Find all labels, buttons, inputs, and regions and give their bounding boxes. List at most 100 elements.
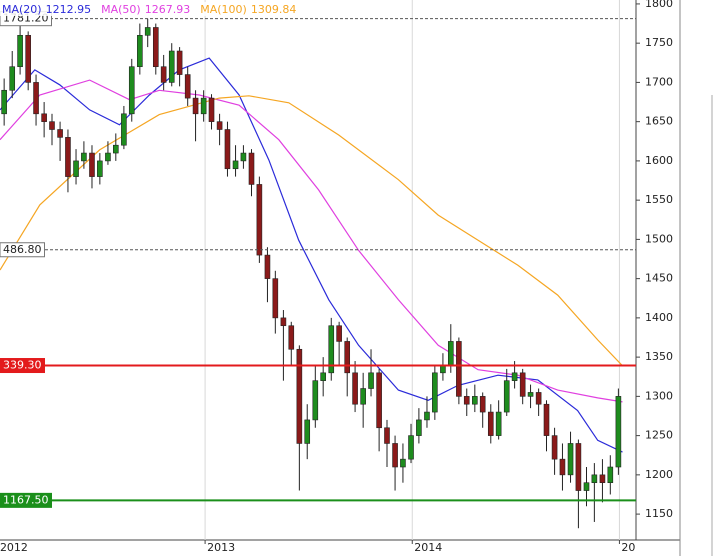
candle-body [184,74,191,99]
y-tick-label: 1200 [645,468,673,481]
legend-name: MA(20) [2,3,42,16]
y-tick-label: 1800 [645,0,673,10]
candle-body [216,121,223,130]
candle-body [336,325,342,342]
candle-body [527,392,534,397]
candle-body [360,388,366,405]
candle-body [344,341,351,374]
ma-line [0,79,623,403]
x-tick-label: 2014 [414,541,442,554]
legend-value: 1267.93 [145,3,191,16]
candle-body [73,160,79,177]
candle-body [567,443,574,476]
y-tick-label: 1600 [645,154,673,167]
candle-body [41,113,47,122]
legend-value: 1309.84 [251,3,297,16]
candle-body [121,113,127,146]
legend: MA(20) 1212.95 MA(50) 1267.93 MA(100) 1309.84 [0,2,307,16]
candle-body [463,396,470,405]
candle-body [288,325,295,350]
candle-body [368,372,374,389]
candle-body [575,443,582,491]
legend-bg [0,2,307,16]
candle-body [256,184,263,256]
level-label-box [0,358,45,374]
candle-body [599,474,606,484]
candle-body [264,254,271,279]
candle-body [320,372,326,381]
candle-body [447,341,454,366]
candle-body [9,66,16,91]
candle-body [105,152,111,162]
candle-body [376,372,382,429]
y-tick-label: 1450 [645,272,673,285]
legend-name: MA(100) [200,3,247,16]
candle-body [328,325,335,374]
candle-body [89,152,95,177]
candle-body [97,160,103,177]
candle-body [192,97,199,115]
candle-body [607,466,614,484]
candle-body [57,129,63,138]
candle-body [543,403,550,436]
candle-body [408,435,414,460]
candle-layer [1,18,622,529]
candle-body [591,474,598,484]
candle-body [615,396,622,468]
y-tick-label: 1350 [645,350,673,363]
candle-body [551,435,558,460]
candle-body [33,82,39,115]
candle-body [503,380,510,413]
candle-body [559,458,566,476]
y-tick-label: 1400 [645,311,673,324]
candle-body [272,278,279,319]
legend-value: 1212.95 [46,3,92,16]
candle-body [168,50,175,83]
candle-body [113,144,119,154]
candle-body [583,482,590,491]
y-tick-label: 1700 [645,75,673,88]
candle-body [384,427,390,444]
y-tick-label: 1300 [645,389,673,402]
candle-body [479,396,486,413]
x-tick-label: 2013 [207,541,235,554]
level-label: 1167.50 [3,493,49,506]
candle-body [495,411,502,436]
y-tick-label: 1550 [645,193,673,206]
legend-name: MA(50) [101,3,141,16]
y-tick-label: 1500 [645,232,673,245]
candle-body [432,372,438,413]
y-tick-label: 1250 [645,429,673,442]
candle-body [296,348,303,444]
candle-body [160,66,167,83]
candle-body [137,35,143,68]
y-tick-label: 1750 [645,36,673,49]
candle-body [519,372,526,397]
candle-body [224,129,231,170]
candle-body [144,27,151,36]
level-label: 339.30 [3,359,42,372]
level-label-box [0,242,45,258]
level-label-box [0,492,52,508]
candle-body [176,50,183,75]
candle-body [49,121,55,130]
candle-body [152,27,159,68]
axis-layer: 1150 1200 1250 1300 1350 1400 1450 1500 1550 1600… [0,0,673,554]
candle-body [240,152,247,162]
candle-body [416,419,422,436]
ma-line [0,95,623,367]
candle-body [81,152,87,162]
candle-body [312,380,319,421]
candle-body [200,97,207,115]
candle-body [400,458,406,468]
candle-body [424,411,430,421]
x-tick-label: 2012 [0,541,28,554]
candle-body [304,419,311,444]
candle-body [535,392,542,405]
candle-body [352,372,358,405]
candle-body [25,35,31,83]
candle-body [511,372,518,381]
